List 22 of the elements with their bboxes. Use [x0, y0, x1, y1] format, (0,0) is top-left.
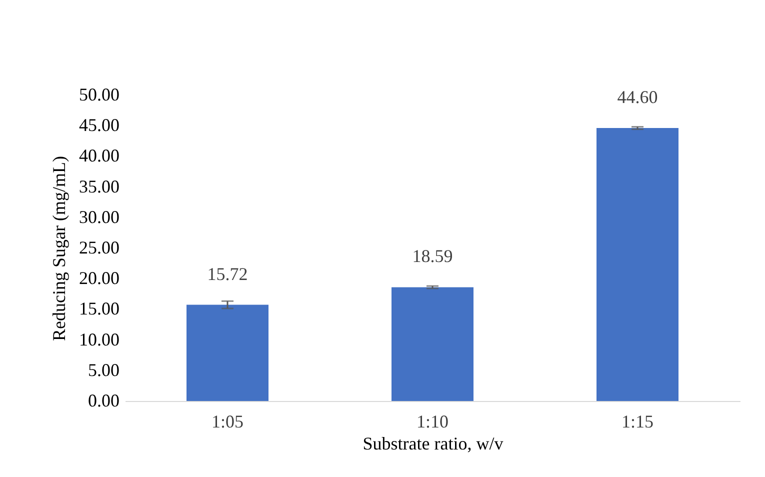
y-tick-label: 15.00: [79, 298, 120, 319]
x-tick-label: 1:15: [621, 412, 654, 432]
y-tick-label: 0.00: [88, 390, 120, 410]
y-tick-label: 10.00: [79, 329, 120, 350]
y-tick-label: 45.00: [79, 115, 120, 136]
y-axis-title: Reducing Sugar (mg/mL): [49, 156, 69, 341]
data-label: 15.72: [207, 264, 248, 284]
y-tick-label: 25.00: [79, 238, 120, 258]
bar: [596, 128, 678, 401]
y-tick-label: 40.00: [79, 146, 120, 166]
data-label: 44.60: [617, 87, 658, 108]
y-tick-label: 30.00: [79, 206, 120, 227]
bar: [186, 304, 268, 401]
y-tick-label: 50.00: [79, 84, 120, 104]
y-tick-label: 35.00: [79, 176, 120, 196]
x-axis-title: Substrate ratio, w/v: [362, 434, 504, 454]
x-tick-label: 1:10: [416, 412, 449, 432]
y-tick-label: 20.00: [79, 268, 120, 288]
y-tick-label: 5.00: [88, 360, 120, 380]
data-label: 18.59: [412, 246, 453, 266]
bar: [392, 287, 474, 401]
x-tick-label: 1:05: [211, 412, 244, 432]
